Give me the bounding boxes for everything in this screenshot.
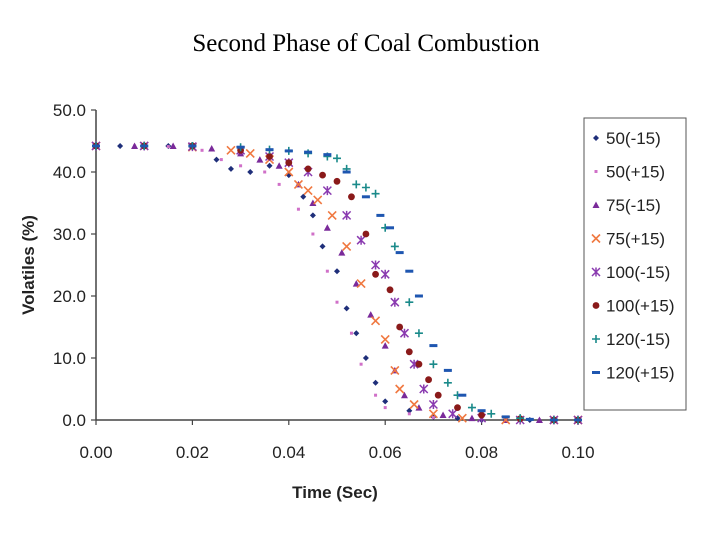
data-point [285,149,293,152]
x-tick-label: 0.00 [79,443,112,462]
x-tick-label: 0.10 [561,443,594,462]
data-point [278,183,281,186]
data-point [266,148,274,151]
data-point [350,332,353,335]
data-point [406,348,413,355]
page-title: Second Phase of Coal Combustion [0,30,720,58]
legend-item: 50(+15) [595,163,666,182]
data-point [326,270,329,273]
x-tick-label: 0.04 [272,443,305,462]
legend-marker [592,371,600,374]
data-point [478,409,486,412]
data-point [478,412,485,419]
data-point [432,416,435,419]
data-point [384,406,387,409]
x-tick-label: 0.06 [369,443,402,462]
data-point [237,146,245,149]
data-point [360,363,363,366]
y-tick-label: 40.0 [53,163,86,182]
data-point [323,153,331,156]
legend-marker [595,170,598,173]
legend-label: 50(+15) [606,163,665,182]
data-point [285,159,292,166]
data-point [92,144,100,147]
x-axis-label: Time (Sec) [292,483,378,502]
data-point [239,164,242,167]
data-point [386,226,394,229]
data-point [334,178,341,185]
legend-label: 120(-15) [606,330,670,349]
data-point [336,301,339,304]
data-point [266,153,273,160]
y-axis-label: Volatiles (%) [19,215,38,315]
data-point [396,324,403,331]
data-point [319,172,326,179]
data-point [263,171,266,174]
data-point [574,419,582,422]
legend-label: 120(+15) [606,364,675,383]
data-point [550,419,558,422]
data-point [526,418,534,421]
data-point [297,208,300,211]
legend-label: 75(-15) [606,196,661,215]
data-point [372,271,379,278]
data-point [362,195,370,198]
data-point [416,361,423,368]
data-point [415,295,423,298]
data-point [454,404,461,411]
data-point [396,251,404,254]
data-point [374,394,377,397]
data-point [167,145,170,148]
x-tick-label: 0.08 [465,443,498,462]
legend-label: 75(+15) [606,230,665,249]
y-tick-label: 0.0 [62,411,86,430]
data-point [458,394,466,397]
data-point [405,270,413,273]
data-point [387,286,394,293]
data-point [502,415,510,418]
chart: 0.0 10.0 20.0 30.0 40.0 50.0 0.00 0.02 0.04 0.06… [14,86,704,516]
legend-label: 100(-15) [606,263,670,282]
legend-label: 50(-15) [606,129,661,148]
data-point [363,231,370,238]
y-tick-label: 10.0 [53,349,86,368]
x-tick-label: 0.02 [176,443,209,462]
data-point [429,344,437,347]
data-point [343,171,351,174]
data-point [140,144,148,147]
data-point [311,233,314,236]
data-point [188,144,196,147]
legend-marker [593,302,600,309]
data-point [220,158,223,161]
y-tick-label: 50.0 [53,101,86,120]
data-point [348,193,355,200]
y-tick-label: 20.0 [53,287,86,306]
data-point [305,166,312,173]
data-point [376,214,384,217]
data-point [444,369,452,372]
data-point [425,376,432,383]
data-point [435,392,442,399]
legend-label: 100(+15) [606,297,675,316]
y-tick-label: 30.0 [53,225,86,244]
data-point [201,149,204,152]
data-point [304,151,312,154]
data-point [408,412,411,415]
